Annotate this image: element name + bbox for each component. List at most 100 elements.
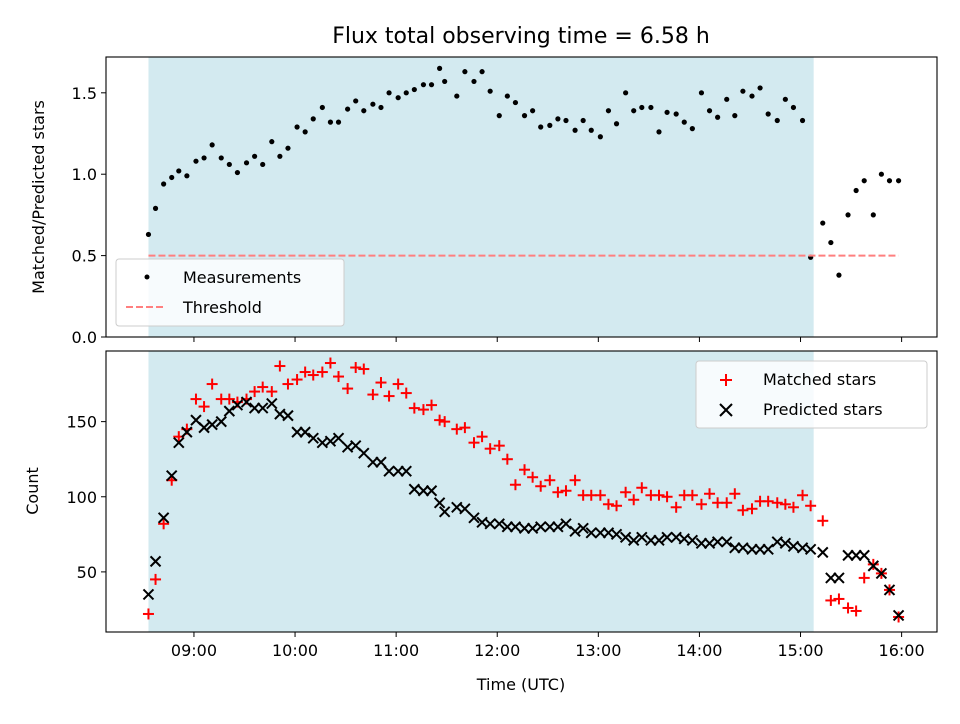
measurement-point xyxy=(226,161,232,168)
matched-star-point xyxy=(392,378,404,390)
matched-star-point xyxy=(468,437,480,449)
x-tick-label: 13:00 xyxy=(575,641,621,660)
measurement-point xyxy=(479,69,485,75)
measurement-point xyxy=(353,98,359,104)
matched-star-point xyxy=(198,401,210,413)
measurement-point xyxy=(757,85,763,91)
predicted-star-point xyxy=(181,426,193,438)
measurement-point xyxy=(790,104,797,111)
matched-star-point xyxy=(661,491,673,503)
measurement-point xyxy=(285,145,291,151)
predicted-star-point xyxy=(594,527,607,539)
matched-star-point xyxy=(206,378,218,390)
predicted-star-point xyxy=(817,546,829,559)
matched-star-point xyxy=(476,431,488,443)
measurement-point xyxy=(886,178,893,184)
matched-star-point xyxy=(501,453,513,465)
predicted-star-point xyxy=(223,405,236,417)
bottom-panel-x-ticks: 09:00 10:00 11:00 12:00 13:00 14:00 15:00 16:00 xyxy=(171,632,925,660)
x-tick-label: 15:00 xyxy=(777,641,823,660)
measurement-point xyxy=(740,88,746,94)
measurement-point xyxy=(462,69,468,75)
predicted-star-point xyxy=(307,432,319,444)
measurement-point xyxy=(161,181,167,187)
bottom-panel: 50 100 150 09:00 10:00 11:00 12:00 13:00 14:00 1… xyxy=(23,350,938,694)
measurement-point xyxy=(588,127,594,133)
measurement-point xyxy=(277,153,283,159)
measurement-point xyxy=(631,108,637,114)
bottom-panel-y-ticks: 50 100 150 xyxy=(66,413,106,582)
matched-star-point xyxy=(842,602,854,614)
predicted-star-point xyxy=(299,426,311,438)
bottom-panel-points xyxy=(142,357,905,623)
matched-star-point xyxy=(746,503,758,515)
measurement-point xyxy=(454,93,460,99)
matched-star-point xyxy=(439,416,451,428)
predicted-star-point xyxy=(779,537,792,550)
measurement-point xyxy=(145,231,152,238)
matched-star-point xyxy=(333,371,345,383)
measurement-point xyxy=(411,86,417,93)
predicted-star-point xyxy=(157,512,170,524)
matched-star-point xyxy=(805,500,817,512)
predicted-star-point xyxy=(198,421,210,434)
measurement-point xyxy=(836,272,842,278)
x-tick-label: 11:00 xyxy=(373,641,419,660)
measurement-point xyxy=(487,88,493,94)
measurement-point xyxy=(681,119,687,125)
predicted-star-point xyxy=(560,518,572,530)
legend-matched-label: Matched stars xyxy=(763,370,876,389)
matched-star-point xyxy=(383,390,395,402)
measurement-point xyxy=(828,239,834,246)
matched-star-point xyxy=(797,489,809,501)
measurement-point xyxy=(395,95,401,101)
predicted-star-point xyxy=(746,543,758,556)
bottom-panel-frame xyxy=(105,350,938,633)
predicted-star-point xyxy=(569,525,581,538)
matched-star-point xyxy=(729,488,741,500)
legend-measurements-label: Measurements xyxy=(183,268,301,287)
y-tick-label: 0.5 xyxy=(72,247,97,266)
y-tick-label: 150 xyxy=(66,413,97,432)
predicted-star-point xyxy=(535,521,547,533)
predicted-star-point xyxy=(173,436,185,449)
predicted-star-point xyxy=(438,506,451,518)
predicted-star-point xyxy=(375,456,387,468)
predicted-star-point xyxy=(850,549,862,562)
top-panel-legend-box xyxy=(115,258,345,327)
measurement-point xyxy=(749,93,755,99)
predicted-star-point xyxy=(256,402,269,414)
matched-star-point xyxy=(552,486,564,498)
bottom-panel-y-axis-label: Count xyxy=(23,467,42,515)
matched-star-point xyxy=(367,389,379,401)
predicted-star-point xyxy=(695,537,708,550)
y-tick-label: 1.5 xyxy=(72,84,97,103)
measurement-point xyxy=(496,113,502,119)
matched-star-point xyxy=(400,387,412,399)
matched-star-point xyxy=(257,381,269,393)
measurement-point xyxy=(623,90,629,96)
measurement-point xyxy=(504,93,510,99)
measurement-point xyxy=(310,116,316,122)
measurement-point xyxy=(521,113,528,119)
measurement-point xyxy=(428,82,435,88)
measurement-point xyxy=(878,171,884,177)
bottom-panel-legend-box xyxy=(695,360,928,429)
matched-star-point xyxy=(316,366,328,378)
predicted-star-point xyxy=(518,522,531,535)
predicted-star-point xyxy=(266,397,278,410)
predicted-star-point xyxy=(433,497,446,509)
predicted-star-point xyxy=(762,543,774,556)
measurement-point xyxy=(335,119,342,125)
predicted-star-point xyxy=(248,402,261,414)
measurement-point xyxy=(555,116,561,122)
predicted-star-point xyxy=(358,447,370,459)
matched-star-point xyxy=(858,572,870,584)
measurement-point xyxy=(689,126,695,132)
predicted-star-point xyxy=(858,549,870,562)
predicted-star-point xyxy=(833,572,845,584)
top-panel-points xyxy=(145,65,902,278)
x-tick-label: 09:00 xyxy=(171,641,217,660)
predicted-star-point xyxy=(544,521,556,533)
